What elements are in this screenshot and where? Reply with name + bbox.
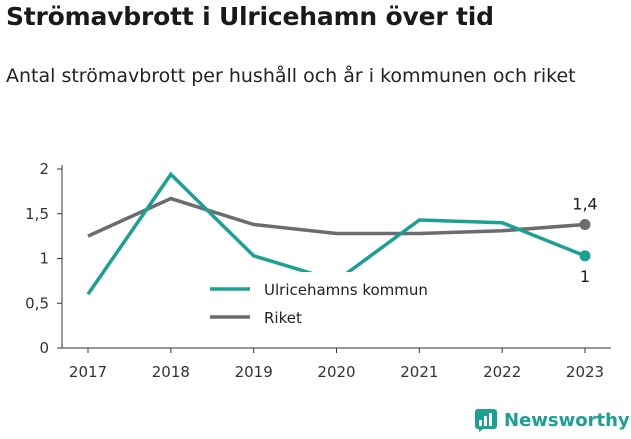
end-points: 1,41 bbox=[572, 194, 597, 285]
y-tick-label: 0 bbox=[39, 339, 49, 357]
legend-background bbox=[203, 272, 473, 332]
x-tick-label: 2021 bbox=[400, 363, 438, 381]
y-tick-label: 2 bbox=[39, 160, 49, 178]
end-point-marker bbox=[579, 250, 591, 262]
y-tick-label: 1,5 bbox=[25, 205, 49, 223]
x-tick-label: 2020 bbox=[317, 363, 355, 381]
newsworthy-icon bbox=[475, 409, 497, 432]
chart-subtitle: Antal strömavbrott per hushåll och år i … bbox=[6, 65, 576, 87]
y-tick-label: 0,5 bbox=[25, 294, 49, 312]
legend: Ulricehamns kommun Riket bbox=[203, 272, 473, 332]
end-point-marker bbox=[579, 218, 591, 230]
end-label: 1 bbox=[580, 267, 590, 286]
x-tick-label: 2018 bbox=[152, 363, 190, 381]
legend-label: Ulricehamns kommun bbox=[264, 281, 428, 299]
legend-label: Riket bbox=[264, 309, 302, 327]
y-axis: 0 0,5 1 1,5 2 bbox=[25, 160, 63, 357]
end-label: 1,4 bbox=[572, 194, 597, 213]
y-tick-label: 1 bbox=[39, 250, 49, 268]
x-tick-label: 2023 bbox=[566, 363, 604, 381]
chart-title: Strömavbrott i Ulricehamn över tid bbox=[6, 2, 494, 31]
series-line bbox=[87, 196, 586, 238]
newsworthy-logo: Newsworthy bbox=[474, 408, 630, 432]
x-axis: 2017 2018 2019 2020 2021 2022 2023 bbox=[62, 347, 611, 381]
x-tick-label: 2022 bbox=[483, 363, 521, 381]
x-tick-label: 2019 bbox=[235, 363, 273, 381]
x-tick-label: 2017 bbox=[69, 363, 107, 381]
brand-name: Newsworthy bbox=[504, 409, 630, 431]
